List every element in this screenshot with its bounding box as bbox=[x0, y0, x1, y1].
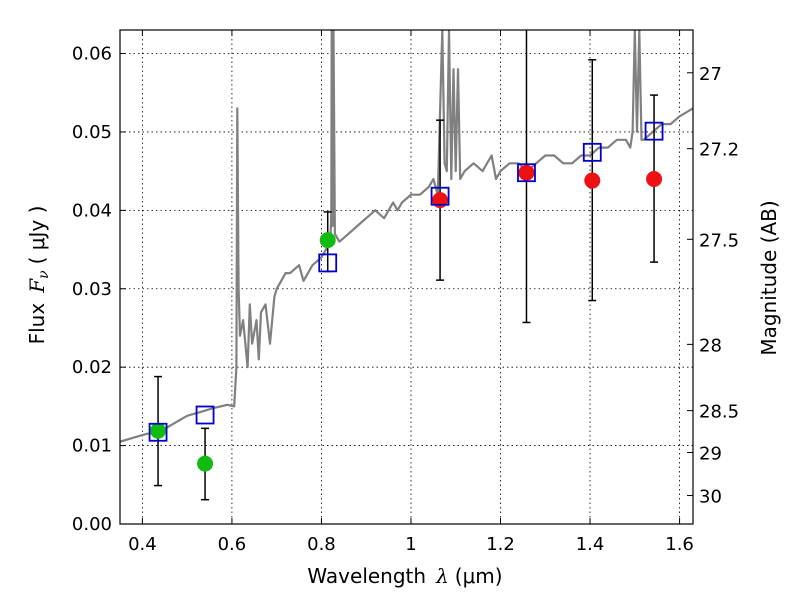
model-photometry-square bbox=[430, 186, 450, 206]
model-photometry-square bbox=[195, 405, 215, 425]
x-tick-label: 1.6 bbox=[665, 534, 694, 555]
y-tick-label: 0.00 bbox=[72, 514, 112, 535]
y-tick-label: 0.01 bbox=[72, 436, 112, 457]
red-data-point bbox=[584, 172, 601, 189]
x-tick-label: 0.8 bbox=[307, 534, 336, 555]
y-tick-label: 0.02 bbox=[72, 357, 112, 378]
model-photometry-square bbox=[517, 163, 536, 183]
y-axis-label: FluxFν( μJy ) bbox=[25, 206, 52, 345]
green-data-point bbox=[197, 455, 214, 472]
y2-axis-label: Magnitude (AB) bbox=[757, 200, 781, 355]
y2-tick-label: 29 bbox=[699, 443, 722, 464]
y-tick-label: 0.03 bbox=[72, 279, 112, 300]
y-tick-label: 0.06 bbox=[72, 44, 112, 65]
x-tick-label: 1 bbox=[405, 534, 416, 555]
model-photometry-square bbox=[582, 142, 602, 162]
x-tick-label: 1.4 bbox=[576, 534, 605, 555]
y-tick-label: 0.05 bbox=[72, 122, 112, 143]
model-photometry-square bbox=[644, 121, 664, 141]
axis-ticks: 0.4 0.6 0.8 1 1.2 1.4 1.6 0.00 0.01 0.02 0.03 0.04 0… bbox=[72, 30, 739, 555]
x-axis-label: Wavelength λ (μm) bbox=[307, 564, 502, 588]
y2-tick-label: 27 bbox=[699, 64, 722, 85]
chart-series bbox=[120, 30, 693, 501]
x-tick-label: 0.4 bbox=[128, 534, 157, 555]
green-data-point bbox=[319, 232, 336, 249]
grid-lines bbox=[120, 30, 693, 524]
y2-tick-label: 28 bbox=[699, 335, 722, 356]
model-spectrum-line bbox=[120, 30, 693, 443]
green-data-point bbox=[150, 422, 167, 439]
y2-tick-label: 30 bbox=[699, 487, 722, 508]
y2-tick-label: 28.5 bbox=[699, 402, 739, 423]
red-data-point bbox=[646, 170, 663, 187]
y2-tick-label: 27.2 bbox=[699, 140, 739, 161]
model-photometry-square bbox=[148, 422, 168, 442]
x-tick-label: 0.6 bbox=[218, 534, 247, 555]
y-tick-label: 0.04 bbox=[72, 200, 112, 221]
y2-tick-label: 27.5 bbox=[699, 230, 739, 251]
plot-frame bbox=[119, 29, 694, 525]
model-photometry-square bbox=[318, 253, 338, 273]
x-tick-label: 1.2 bbox=[486, 534, 515, 555]
red-data-point bbox=[518, 164, 535, 181]
